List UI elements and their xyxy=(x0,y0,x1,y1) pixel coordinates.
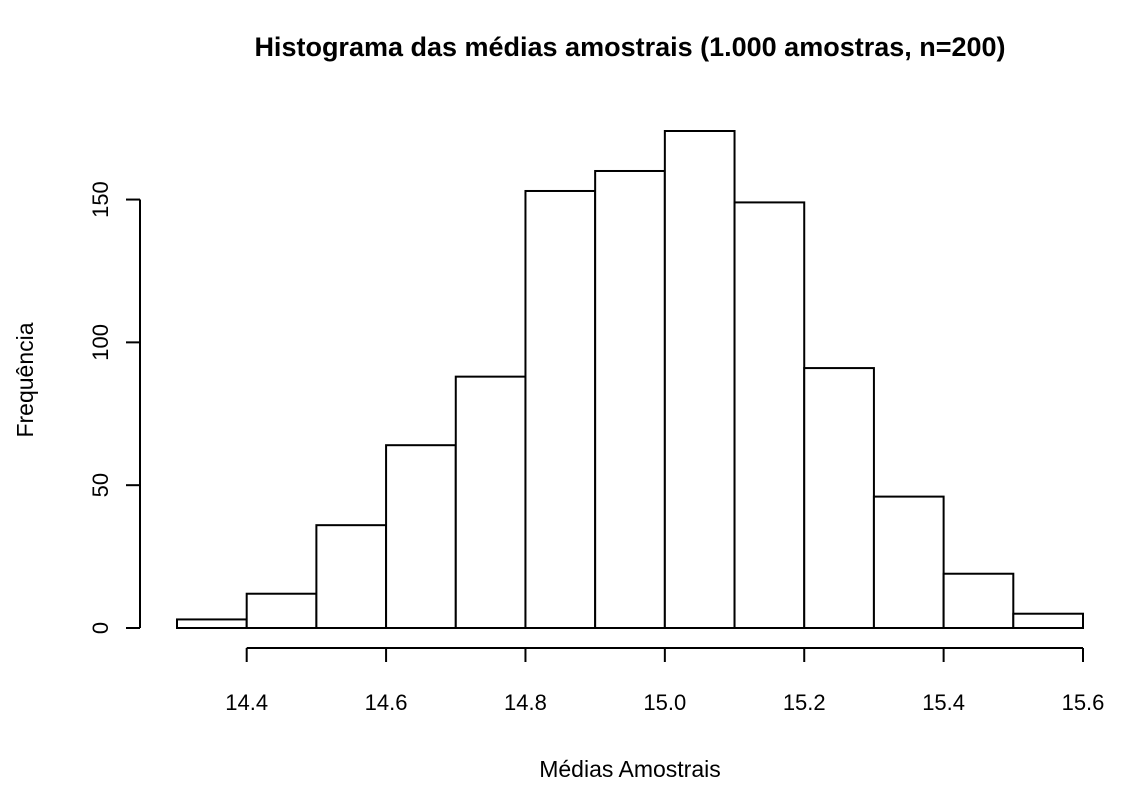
histogram-bar xyxy=(176,618,248,629)
x-tick-label: 15.0 xyxy=(643,690,686,715)
histogram-bar xyxy=(663,130,736,629)
x-tick-label: 15.2 xyxy=(783,690,826,715)
y-tick-label: 0 xyxy=(88,622,113,634)
histogram-bar xyxy=(1012,612,1084,629)
histogram-bar xyxy=(803,367,875,629)
x-tick-label: 14.6 xyxy=(365,690,408,715)
histogram-bar xyxy=(524,189,597,629)
histogram-bar xyxy=(385,444,457,629)
histogram-bar xyxy=(733,201,806,629)
histogram-bar xyxy=(872,495,945,629)
histogram-bar xyxy=(942,572,1015,629)
bars-group xyxy=(176,130,1084,630)
x-tick-label: 15.4 xyxy=(922,690,965,715)
y-axis: 0 50 100 150 xyxy=(88,181,141,634)
x-axis: 14.4 14.6 14.8 15.0 15.2 15.4 15.6 xyxy=(225,647,1105,715)
histogram-bar xyxy=(594,169,666,630)
x-tick-label: 15.6 xyxy=(1062,690,1105,715)
x-tick-label: 14.4 xyxy=(225,690,268,715)
histogram-bar xyxy=(454,375,527,629)
y-axis-label: Frequência xyxy=(12,322,38,437)
chart-title: Histograma das médias amostrais (1.000 a… xyxy=(254,32,1005,62)
x-axis-label: Médias Amostrais xyxy=(539,756,721,782)
histogram-bar xyxy=(315,524,388,630)
y-tick-label: 50 xyxy=(88,473,113,497)
histogram-bar xyxy=(245,592,318,629)
x-tick-label: 14.8 xyxy=(504,690,547,715)
y-tick-label: 150 xyxy=(88,181,113,218)
y-tick-label: 100 xyxy=(88,324,113,361)
